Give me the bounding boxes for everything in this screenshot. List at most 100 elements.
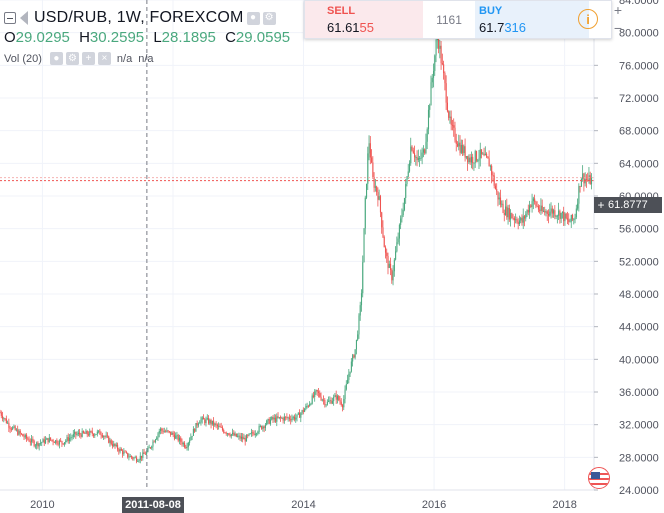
candle-body [238,435,240,437]
candle-body [345,384,347,390]
candle-body [505,206,507,216]
current-price-value: 61.8777 [608,199,648,211]
settings-icon[interactable]: ⚙ [262,11,276,25]
candle-body [355,339,357,350]
candle-body [160,428,162,432]
candle-body [234,433,236,436]
high-value: 30.2595 [89,29,145,46]
candle-body [439,45,441,49]
candle-body [503,212,505,216]
candle-body [120,448,122,451]
candle-body [441,63,443,65]
candle-body [405,184,407,198]
y-tick-label: 36.0000 [619,387,659,399]
candle-body [550,208,552,212]
candle-body [502,203,504,213]
candle-body [426,129,428,142]
candle-body [253,433,255,435]
candle-body [324,400,326,405]
candle-body [202,417,205,420]
candle-body [197,423,200,426]
price-axis-background[interactable] [594,0,664,513]
candle-body [566,218,569,220]
candle-body [263,426,265,428]
x-tick-label: 2018 [552,499,576,511]
candle-body [178,437,181,441]
candle-body [364,197,366,229]
settings-icon[interactable]: ⚙ [65,52,79,65]
eye-icon[interactable]: ● [49,52,63,65]
candle-body [28,439,30,442]
candle-body [84,432,86,434]
candle-body [526,209,528,215]
candle-body [499,197,502,205]
candle-body [9,427,11,429]
candle-body [366,183,368,198]
candle-body [354,349,356,358]
candle-body [372,162,374,178]
candle-body [271,416,273,420]
info-icon[interactable]: i [578,9,598,29]
candle-body [311,395,313,404]
candle-body [549,211,551,216]
candle-body [48,437,50,443]
candle-body [501,203,503,205]
flag-icon[interactable] [20,11,28,25]
grid-lines [0,0,594,491]
candle-body [77,432,79,435]
candle-body [446,102,448,112]
us-flag-icon[interactable] [588,467,610,489]
volume-label[interactable]: Vol (20) [4,52,42,65]
y-tick-label: 56.0000 [619,224,659,236]
candle-body [254,433,256,435]
candle-body [443,64,445,74]
candle-body [491,165,493,176]
candle-body [170,431,172,435]
candle-body [297,412,299,415]
candle-body [143,452,145,454]
candle-body [62,443,64,445]
price-axis[interactable]: 24.0000 28.0000 32.0000 36.0000 40.0000 44.00… [593,0,664,513]
candle-body [395,251,397,260]
candle-body [245,435,248,442]
y-tick-label: 44.0000 [619,322,659,334]
candle-body [58,440,60,445]
candle-body [411,146,413,151]
zoom-in-button[interactable]: + [613,2,623,18]
candle-body [47,438,49,443]
candle-body [531,201,533,207]
candle-body [275,417,277,422]
candle-body [587,179,589,181]
candle-body [71,436,73,438]
candle-body [125,452,127,453]
candle-body [408,163,411,172]
candle-body [393,259,395,272]
collapse-icon[interactable] [4,12,16,24]
candle-body [95,434,97,435]
symbol-title[interactable]: USD/RUB, 1W, FOREXCOM [34,9,244,26]
candle-body [579,186,581,187]
zoom-out-button[interactable]: − [613,20,623,36]
close-icon[interactable]: × [97,52,111,65]
plus-icon[interactable]: + [597,198,605,212]
candle-body [565,213,567,219]
candle-body [424,149,426,154]
candle-body [583,173,585,184]
eye-icon[interactable]: ● [246,11,260,25]
candle-body [166,430,168,432]
buy-button[interactable]: BUY 61.7316 [475,1,589,38]
candle-body [481,149,483,155]
sell-button[interactable]: SELL 61.6155 [305,1,423,38]
x-tick-label: 2014 [291,499,315,511]
candle-body [80,434,82,437]
time-axis[interactable]: 20102201420162018 [0,489,594,511]
current-price-label[interactable]: + 61.8777 [594,197,662,213]
add-icon[interactable]: + [81,52,95,65]
close-label: C [225,29,236,46]
candle-body [41,442,43,444]
candle-body [187,442,189,447]
candle-body [390,263,392,270]
candle-body [142,452,144,458]
